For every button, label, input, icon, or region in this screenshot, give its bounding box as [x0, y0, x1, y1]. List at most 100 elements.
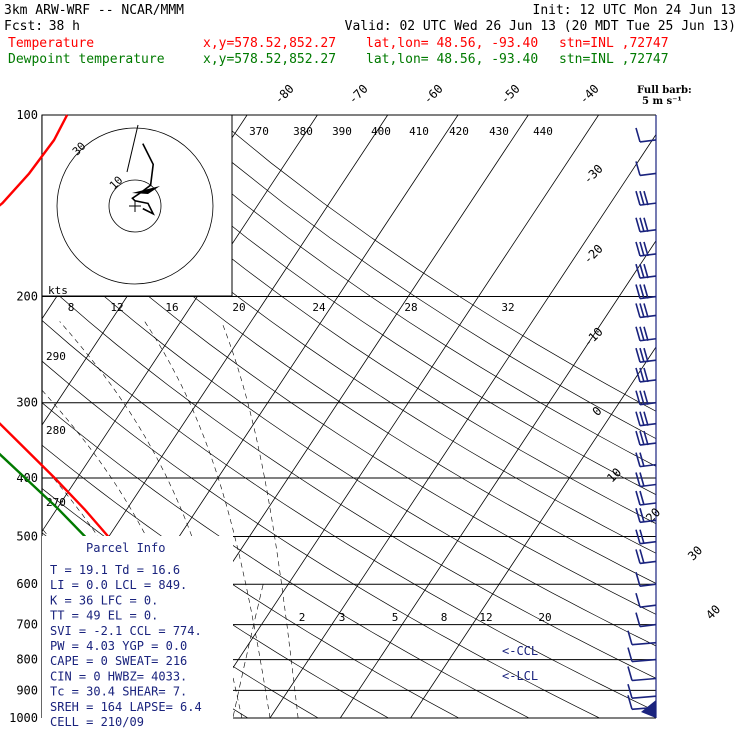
wind-barb-flag — [635, 490, 641, 506]
wind-barb-flag — [635, 303, 641, 318]
mixing-ratio-label: 12 — [479, 611, 492, 624]
wind-barb-flag — [639, 284, 645, 299]
dewpoint-stn: stn=INL ,72747 — [559, 52, 669, 67]
hodograph-ring — [108, 179, 162, 233]
theta-label: 390 — [332, 125, 352, 138]
wind-barb-staff — [631, 641, 657, 646]
wind-barb-flag — [635, 190, 641, 206]
wind-barb-flag — [643, 347, 649, 363]
hodograph-kts-label: kts — [48, 284, 68, 297]
wind-barb-flag — [635, 127, 641, 143]
pressure-label: 1000 — [9, 711, 38, 725]
theta-label: 270 — [46, 496, 66, 509]
hodograph-trace — [131, 143, 155, 216]
header-init: Init: 12 UTC Mon 24 Jun 13 — [533, 3, 737, 18]
dewpoint-latlon: lat,lon= 48.56, -93.40 — [366, 52, 538, 67]
wind-barb-flag — [643, 241, 649, 257]
moist-adiabat — [59, 321, 243, 718]
wind-barb-flag — [643, 217, 649, 232]
parcel-info-row: SREH = 164 LAPSE= 6.4 — [50, 700, 202, 714]
theta-label: 380 — [293, 125, 313, 138]
dry-adiabat — [139, 115, 656, 467]
dry-adiabat — [42, 360, 600, 718]
wind-barb-flag — [639, 430, 645, 446]
wind-barb-flag — [639, 303, 645, 318]
parcel-info-box: Parcel Info T = 19.1 Td = 16.6LI = 0.0 L… — [42, 536, 233, 735]
moist-adiabat — [144, 321, 271, 718]
wind-barb-flag — [635, 217, 641, 232]
isotherm-line — [269, 133, 656, 718]
hodograph-speed-label: 28 — [404, 301, 417, 314]
wind-barb-flag — [635, 612, 641, 627]
theta-label: 370 — [249, 125, 269, 138]
wind-barb-flag — [635, 549, 641, 564]
dry-adiabat — [212, 115, 656, 412]
wind-barb-staff — [639, 519, 657, 524]
wind-barb-staff — [639, 139, 657, 143]
wind-barb-flag — [635, 529, 641, 544]
parcel-info-row: PW = 4.03 YGP = 0.0 — [50, 639, 187, 653]
mixing-ratio-label: 5 — [392, 611, 399, 624]
wind-barb-flag — [639, 263, 645, 279]
mixing-ratio-label: 8 — [441, 611, 448, 624]
wind-barb-flag — [639, 411, 645, 426]
wind-barb-flag — [639, 490, 645, 506]
hodograph-speed-label: 12 — [110, 301, 123, 314]
wind-profile — [627, 127, 657, 718]
wind-barb-staff — [639, 604, 657, 608]
pressure-label: 600 — [16, 577, 38, 591]
parcel-info-row: T = 19.1 Td = 16.6 — [50, 563, 180, 577]
hodograph-storm-vector — [126, 124, 139, 173]
parcel-info-row: TT = 49 EL = 0. — [50, 609, 158, 623]
wind-barb-flag — [635, 347, 641, 363]
wind-barb-flag — [627, 630, 633, 645]
wind-barb-flag — [639, 190, 645, 206]
isotherm-line — [199, 115, 599, 718]
wind-barb-flag — [627, 647, 633, 662]
theta-label: 290 — [46, 350, 66, 363]
pressure-label: 700 — [16, 618, 38, 632]
wind-barb-flag — [635, 472, 641, 487]
wind-barb-flag — [639, 347, 645, 363]
wind-barb-flag — [635, 367, 641, 383]
header-model: 3km ARW-WRF -- NCAR/MMM — [4, 3, 184, 18]
wind-barb-staff — [639, 540, 657, 545]
wind-barb-flag — [635, 241, 641, 257]
pressure-label: 300 — [16, 396, 38, 410]
wind-barb-flag — [639, 326, 645, 341]
wind-barb-surface — [641, 700, 656, 718]
theta-label: 410 — [409, 125, 429, 138]
dry-adiabat — [42, 319, 656, 712]
wind-barb-flag — [635, 284, 641, 299]
pressure-label: 900 — [16, 683, 38, 697]
isotherm-line — [339, 240, 656, 718]
wind-barb-flag — [643, 263, 649, 279]
dewpoint-xy: x,y=578.52,852.27 — [203, 52, 336, 67]
header-fcst-label: Fcst: — [4, 19, 43, 34]
wind-barb-flag — [643, 390, 649, 405]
wind-barb-staff — [631, 677, 657, 682]
wind-barb-flag — [627, 683, 633, 699]
wind-barb-flag — [627, 666, 633, 681]
dry-adiabat — [42, 279, 656, 679]
parcel-info-row: CAPE = 0 SWEAT= 216 — [50, 654, 187, 668]
wind-barb-flag — [643, 326, 649, 341]
wind-barb-flag — [639, 452, 645, 467]
wind-barb-staff — [631, 658, 657, 663]
wind-barb-staff — [639, 502, 657, 506]
wind-barb-staff — [639, 560, 657, 565]
wind-barb-flag — [635, 390, 641, 405]
theta-label: 280 — [46, 424, 66, 437]
wind-barb-flag — [643, 367, 649, 383]
isotherm-line — [42, 115, 318, 533]
mixing-ratio-label: 3 — [339, 611, 346, 624]
lcl-marker: <-LCL — [502, 669, 538, 683]
dry-adiabat — [42, 201, 656, 615]
mixing-ratio-label: 20 — [538, 611, 551, 624]
parcel-info-row: Tc = 30.4 SHEAR= 7. — [50, 685, 187, 699]
pressure-label: 200 — [16, 290, 38, 304]
wind-barb-flag — [635, 326, 641, 341]
wind-barb-staff — [639, 623, 657, 628]
